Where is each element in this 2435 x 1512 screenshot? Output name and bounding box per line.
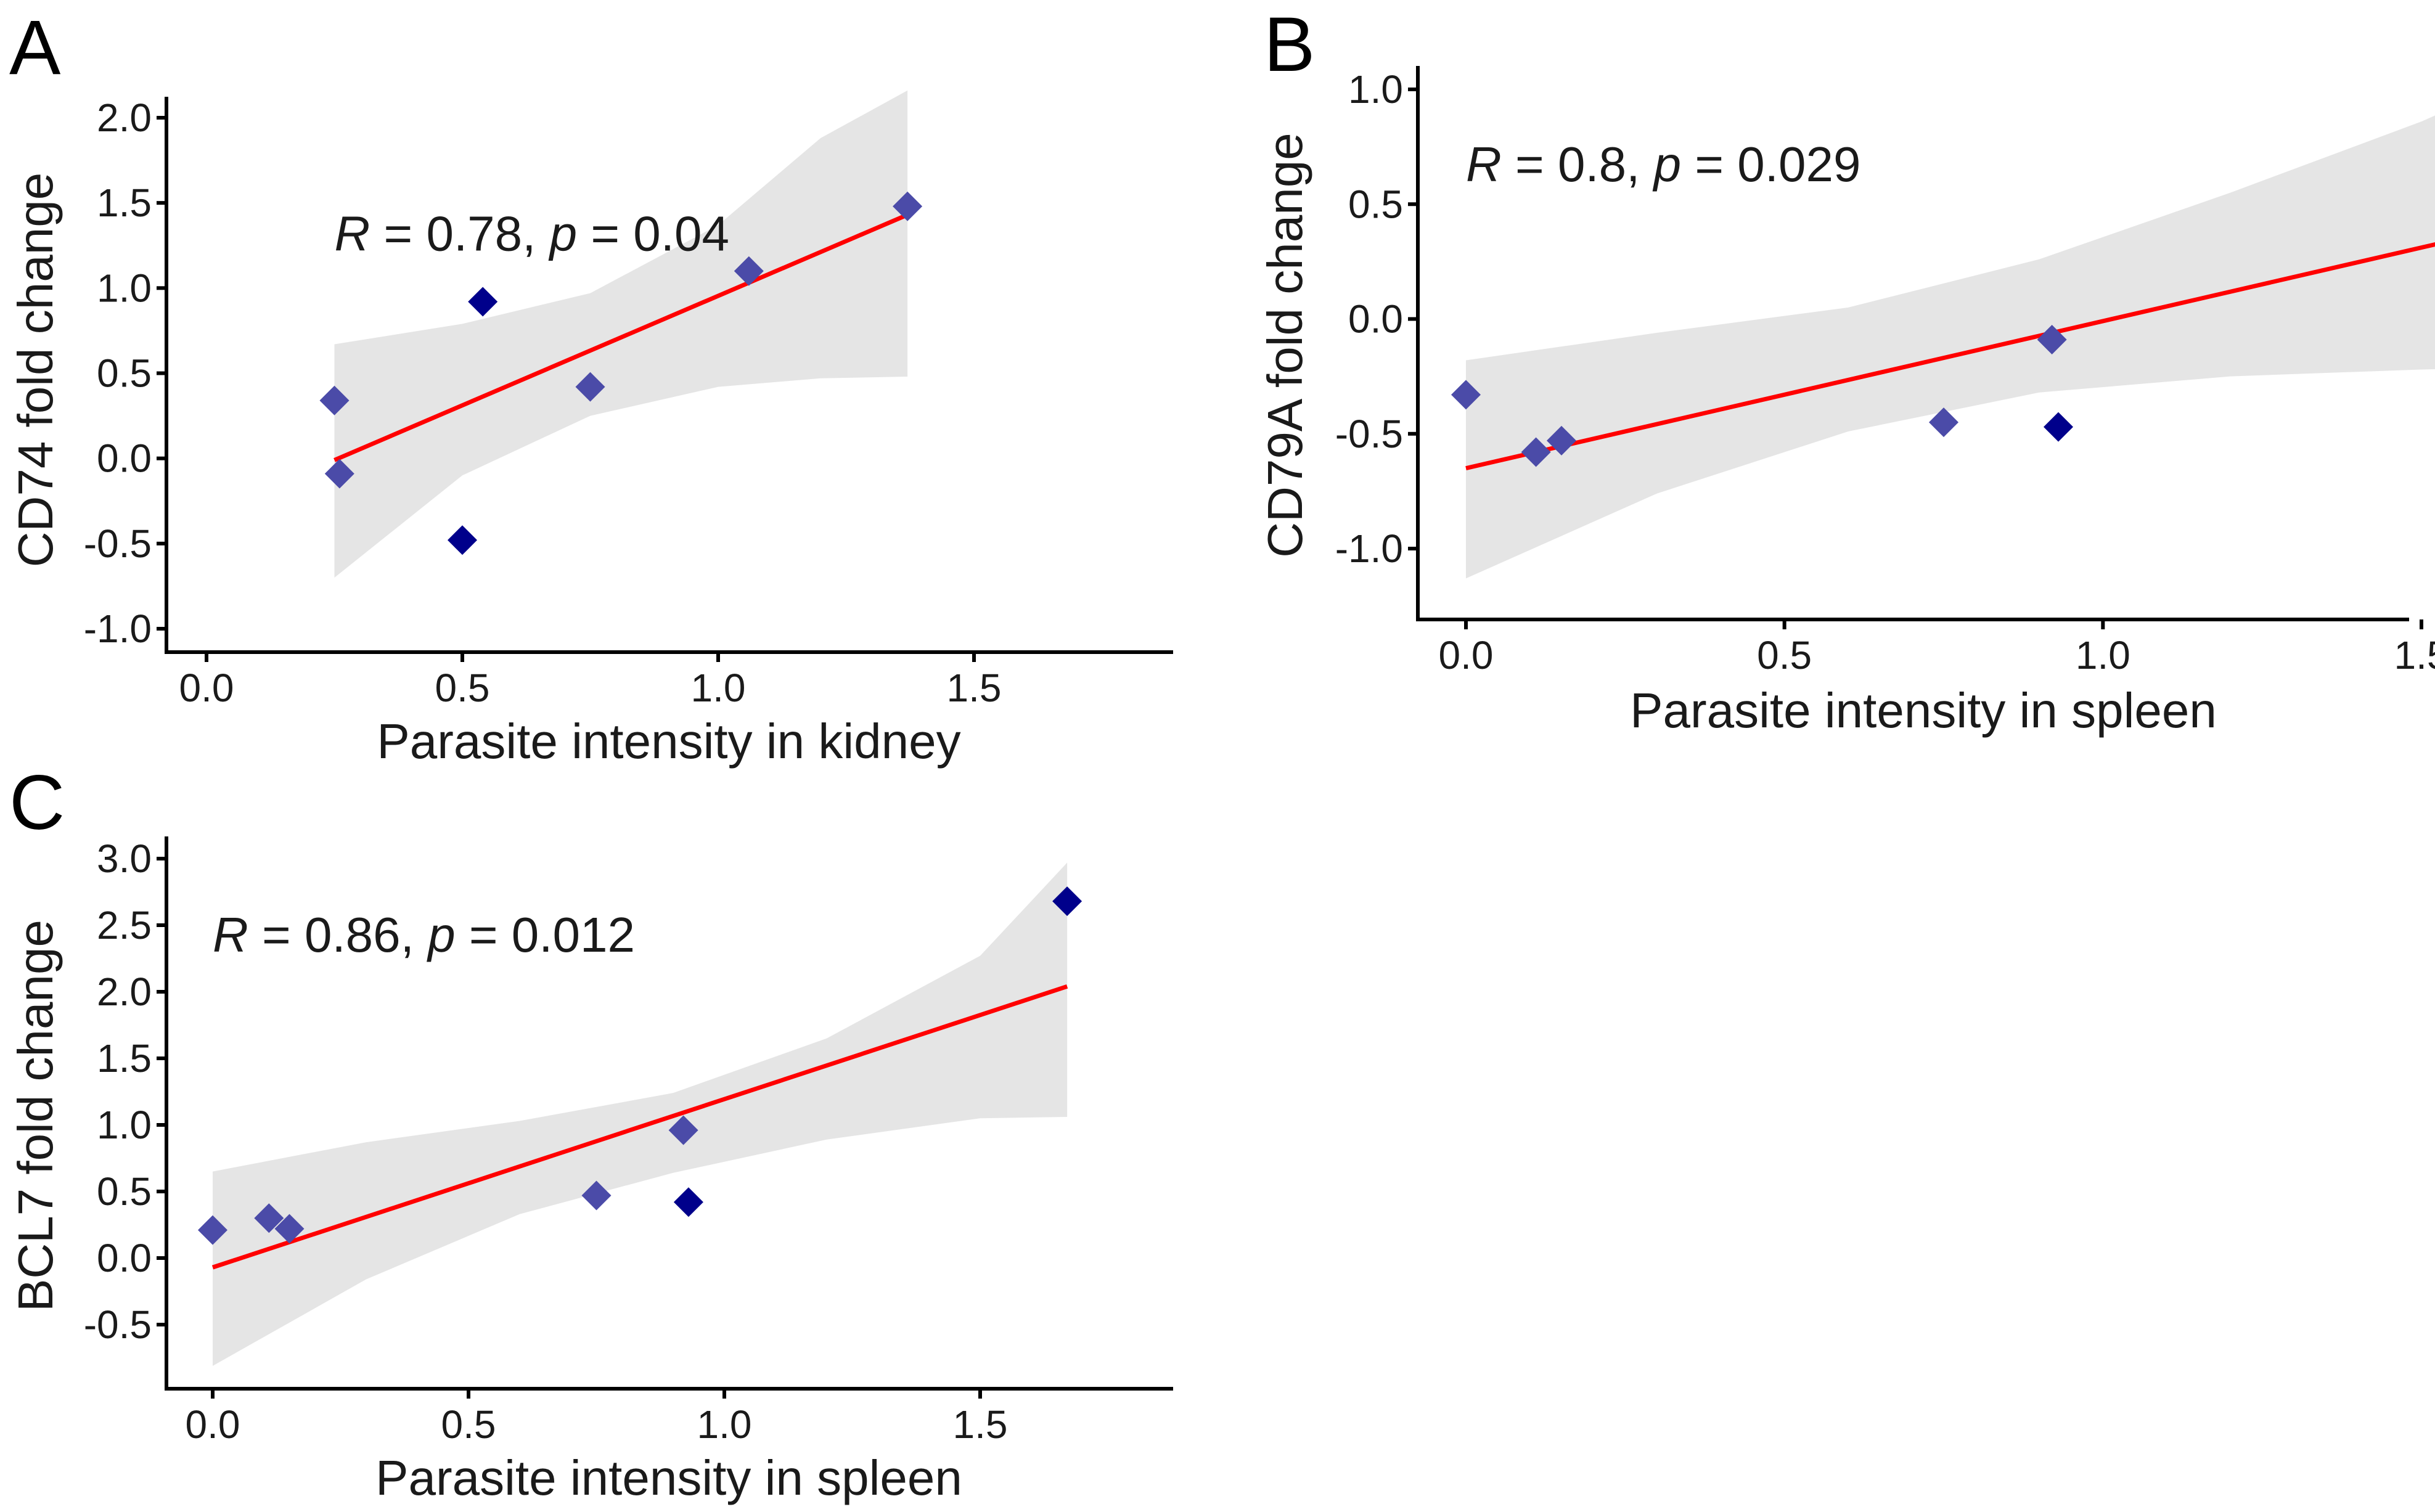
y-tick-label: 1.0: [97, 1103, 152, 1147]
regression-line: [1465, 242, 2435, 471]
x-tick-label: 1.0: [2076, 633, 2130, 677]
confidence-band: [213, 862, 1068, 1366]
panel-letter: A: [9, 5, 61, 91]
data-point: [2037, 325, 2067, 355]
x-tick-label: 0.5: [1757, 633, 1812, 677]
y-tick-label: 1.5: [97, 181, 152, 225]
y-axis-title: CD79A fold change: [1258, 133, 1312, 557]
y-tick-label: 0.0: [97, 1236, 152, 1280]
y-tick-label: 0.0: [97, 436, 152, 481]
data-point: [274, 1214, 305, 1244]
x-tick-label: 0.0: [1439, 633, 1494, 677]
y-axis-title: BCL7 fold change: [8, 920, 63, 1312]
data-point: [254, 1203, 284, 1233]
x-axis-title: Parasite intensity in spleen: [1630, 683, 2217, 738]
x-tick-label: 0.5: [441, 1402, 496, 1447]
y-tick-label: -0.5: [84, 521, 152, 566]
correlation-annotation: R = 0.8, p = 0.029: [1466, 137, 1861, 192]
x-tick-label: 1.0: [691, 666, 746, 710]
y-tick-label: 0.5: [97, 351, 152, 396]
x-axis-title: Parasite intensity in spleen: [375, 1450, 962, 1505]
data-point: [1521, 437, 1551, 467]
data-point: [1052, 886, 1082, 917]
data-point: [668, 1115, 698, 1145]
y-tick-label: 1.0: [1348, 67, 1403, 112]
y-tick-label: -1.0: [1335, 526, 1403, 571]
data-point: [575, 372, 605, 402]
regression-line: [211, 984, 1068, 1270]
y-tick-label: 3.0: [97, 836, 152, 881]
panel-letter: B: [1264, 2, 1315, 88]
x-tick-label: 0.5: [435, 666, 490, 710]
data-point: [1929, 407, 1958, 438]
data-point: [448, 525, 477, 555]
y-tick-label: 2.0: [97, 96, 152, 140]
correlation-annotation: R = 0.86, p = 0.012: [213, 907, 635, 962]
y-tick-label: 0.5: [1348, 182, 1403, 226]
data-point: [2044, 412, 2073, 442]
x-axis-title: Parasite intensity in kidney: [377, 714, 960, 769]
panel-b: B -1.0 -0.5 0.0 0.5 1.0 0.0 0.5 1.0 1.5 Parasite i…: [1258, 2, 2435, 738]
regression-line: [334, 213, 909, 462]
data-point: [734, 256, 764, 286]
x-tick-label: 1.0: [697, 1402, 752, 1447]
y-tick-label: 0.0: [1348, 297, 1403, 341]
x-tick-label: 0.0: [186, 1402, 240, 1447]
y-tick-label: 2.5: [97, 903, 152, 947]
panel-c: C-0.50.00.51.01.52.02.53.00.0 0.5 1.0 1.5Pa…: [8, 760, 1173, 1505]
data-point: [673, 1187, 703, 1217]
y-tick-label: -0.5: [1335, 412, 1403, 456]
y-tick-label: 1.0: [97, 266, 152, 310]
data-point: [1451, 380, 1481, 410]
data-point: [198, 1215, 227, 1245]
data-point: [468, 287, 498, 317]
data-point: [319, 385, 350, 415]
panel-letter: C: [9, 760, 65, 846]
y-tick-label: 0.5: [97, 1169, 152, 1214]
x-tick-label: 1.5: [2394, 633, 2435, 677]
confidence-band: [334, 90, 908, 578]
x-tick-label: 0.0: [179, 666, 234, 710]
y-tick-label: -0.5: [84, 1302, 152, 1347]
panel-a: A-1.0-0.50.00.51.01.52.00.0 0.5 1.0 1.5Para…: [8, 5, 1173, 769]
y-axis-title: CD74 fold change: [8, 173, 63, 567]
x-tick-label: 1.5: [953, 1402, 1008, 1447]
correlation-annotation: R = 0.78, p = 0.04: [335, 206, 729, 261]
x-tick-label: 1.5: [947, 666, 1002, 710]
data-point: [581, 1180, 612, 1211]
data-point: [893, 191, 923, 221]
data-point: [1547, 425, 1576, 456]
data-point: [324, 459, 354, 489]
y-tick-label: -1.0: [84, 607, 152, 651]
y-tick-label: 1.5: [97, 1036, 152, 1081]
confidence-band: [1466, 115, 2435, 579]
y-tick-label: 2.0: [97, 970, 152, 1014]
